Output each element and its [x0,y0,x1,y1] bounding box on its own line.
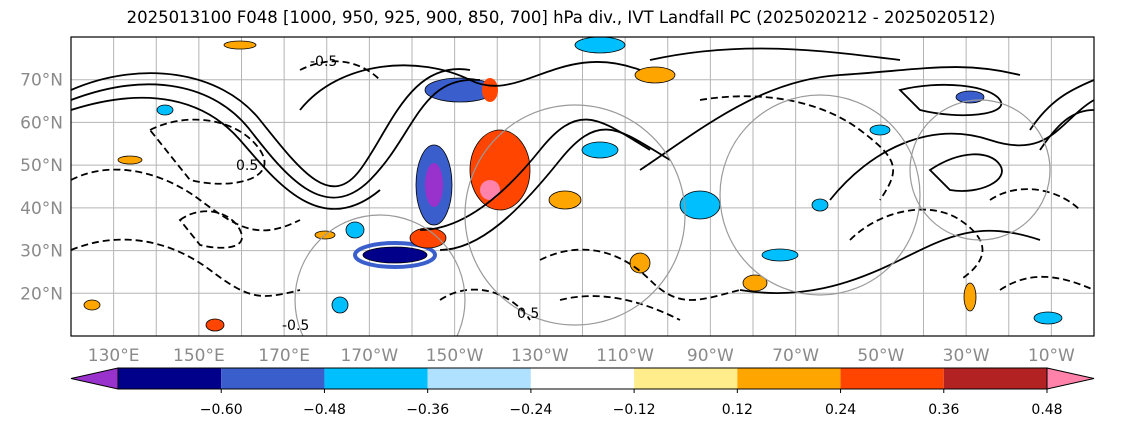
colorbar-tick-label: 0.36 [928,402,959,418]
divergence-shading [83,37,1063,332]
latitude-labels: 70°N 60°N 50°N 40°N 30°N 20°N [20,71,63,305]
ivt-contours [71,47,1094,295]
longitude-label: 170°W [340,346,398,366]
colorbar-segment [427,368,531,389]
longitude-label: 110°W [596,346,654,366]
longitude-label: 10°W [1028,346,1075,366]
latitude-label: 70°N [20,71,63,91]
latitude-label: 30°N [20,242,63,262]
colorbar-tick-label: 0.12 [722,402,753,418]
contour-labels: -0.5 0.5 0.5 -0.5 [236,54,539,334]
longitude-label: 90°W [687,346,734,366]
colorbar-segment [324,368,428,389]
reference-circles [294,94,1051,336]
contour-label: 0.5 [236,158,258,174]
longitude-labels: 130°E 150°E 170°E 170°W 150°W 130°W 110°W 90°W 7… [88,346,1075,366]
longitude-label: 30°W [943,346,990,366]
longitude-label: 50°W [857,346,904,366]
longitude-label: 130°E [88,346,140,366]
contour-label: 0.5 [517,306,539,322]
longitude-label: 150°E [173,346,225,366]
colorbar-segment [530,368,635,389]
colorbar-tick-label: −0.36 [406,402,449,418]
latitude-label: 40°N [20,199,63,219]
longitude-label: 70°W [772,346,819,366]
colorbar-extend-high [1046,367,1095,390]
colorbar-tick-label: −0.24 [509,402,552,418]
colorbar-segment [943,368,1047,389]
ivt-contours-dashed [71,60,1094,321]
latitude-label: 20°N [20,284,63,304]
colorbar-segment [634,368,738,389]
colorbar-extend-low [70,367,119,390]
colorbar-segment [737,368,841,389]
colorbar-segment [840,368,944,389]
latitude-label: 50°N [20,156,63,176]
colorbar-tick-label: −0.12 [613,402,656,418]
map-frame [70,36,1095,337]
colorbar-tick-label: 0.48 [1031,402,1062,418]
figure-title: 2025013100 F048 [1000, 950, 925, 900, 85… [126,8,996,27]
contour-label: -0.5 [282,318,309,334]
colorbar-frame [117,367,1048,390]
latitude-label: 60°N [20,113,63,133]
colorbar-tick-label: −0.60 [200,402,243,418]
longitude-label: 130°W [511,346,569,366]
colorbar-segment [118,368,222,389]
longitude-label: 170°E [258,346,310,366]
colorbar: −0.60 −0.48 −0.36 −0.24 −0.12 0.12 0.24 0.36 0.4… [70,367,1095,418]
longitude-label: 150°W [426,346,484,366]
contour-label: -0.5 [310,54,337,70]
colorbar-tick-label: 0.24 [825,402,856,418]
colorbar-tick-label: −0.48 [303,402,346,418]
colorbar-segment [221,368,325,389]
graticule [71,37,1094,336]
